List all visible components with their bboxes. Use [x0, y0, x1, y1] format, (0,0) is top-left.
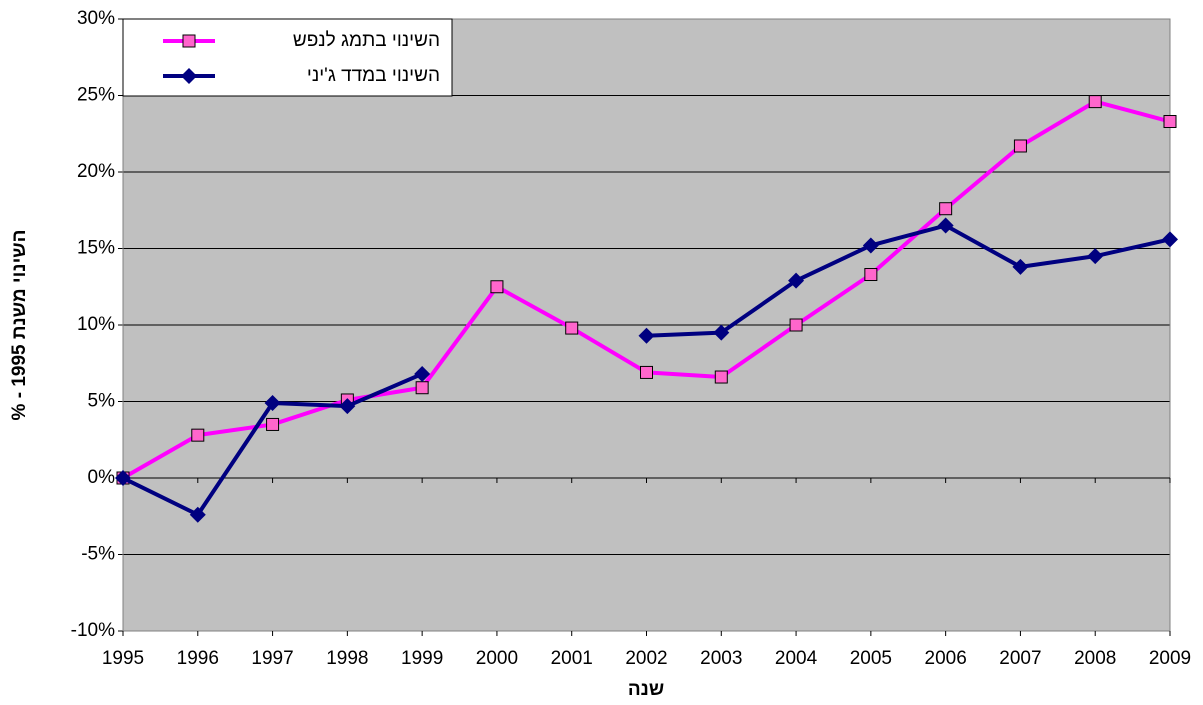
marker [862, 237, 879, 254]
legend-label: השינוי במדד ג'יני [307, 65, 440, 86]
x-tick-label: 2006 [925, 648, 967, 669]
marker [789, 318, 803, 332]
y-tick-label: 10% [77, 314, 115, 335]
y-tick-label: 20% [77, 161, 115, 182]
marker [1088, 95, 1102, 109]
marker [1012, 258, 1029, 275]
x-tick-label: 1996 [177, 648, 219, 669]
marker [1162, 231, 1178, 248]
marker [189, 506, 206, 523]
marker [714, 370, 728, 384]
x-tick-label: 1998 [326, 648, 368, 669]
marker [1013, 139, 1027, 153]
x-axis-label: שנה [628, 679, 664, 700]
x-tick-label: 2000 [476, 648, 518, 669]
marker [788, 272, 805, 289]
marker [339, 398, 356, 415]
marker [181, 68, 197, 84]
y-tick-label: -5% [81, 544, 115, 565]
x-tick-label: 2002 [625, 648, 667, 669]
marker [937, 217, 954, 234]
x-tick-label: 1999 [401, 648, 443, 669]
y-tick-label: 25% [77, 85, 115, 106]
marker [864, 268, 878, 282]
marker [939, 202, 953, 216]
marker [264, 395, 281, 412]
legend-box [122, 18, 453, 97]
marker [415, 381, 429, 395]
marker [182, 34, 196, 48]
x-tick-label: 2001 [551, 648, 593, 669]
marker [1087, 248, 1104, 265]
x-tick-label: 1995 [102, 648, 144, 669]
marker [414, 365, 431, 382]
x-tick-label: 2009 [1149, 648, 1191, 669]
y-tick-label: 5% [88, 391, 116, 412]
marker [640, 365, 653, 379]
marker [191, 428, 205, 442]
y-tick-label: -10% [71, 620, 115, 641]
x-tick-label: 1997 [251, 648, 293, 669]
legend-label: השינוי בתמג לנפש [293, 30, 440, 51]
x-tick-label: 2003 [700, 648, 742, 669]
x-tick-label: 2008 [1074, 648, 1116, 669]
marker [713, 324, 730, 341]
legend: השינוי בתמג לנפש השינוי במדד ג'יני [122, 18, 453, 97]
marker [115, 470, 131, 486]
marker [490, 280, 504, 294]
y-axis-label: השינוי משנת 1995 - % [9, 230, 30, 421]
x-tick-label: 2004 [775, 648, 818, 669]
x-tick-label: 2005 [850, 648, 892, 669]
marker [1163, 115, 1177, 129]
y-tick-label: 15% [77, 238, 115, 259]
marker [266, 417, 280, 431]
y-tick-label: 30% [77, 8, 115, 29]
x-tick-label: 2007 [999, 648, 1041, 669]
y-tick-label: 0% [88, 467, 116, 488]
marker [638, 327, 655, 344]
marker [565, 321, 579, 335]
